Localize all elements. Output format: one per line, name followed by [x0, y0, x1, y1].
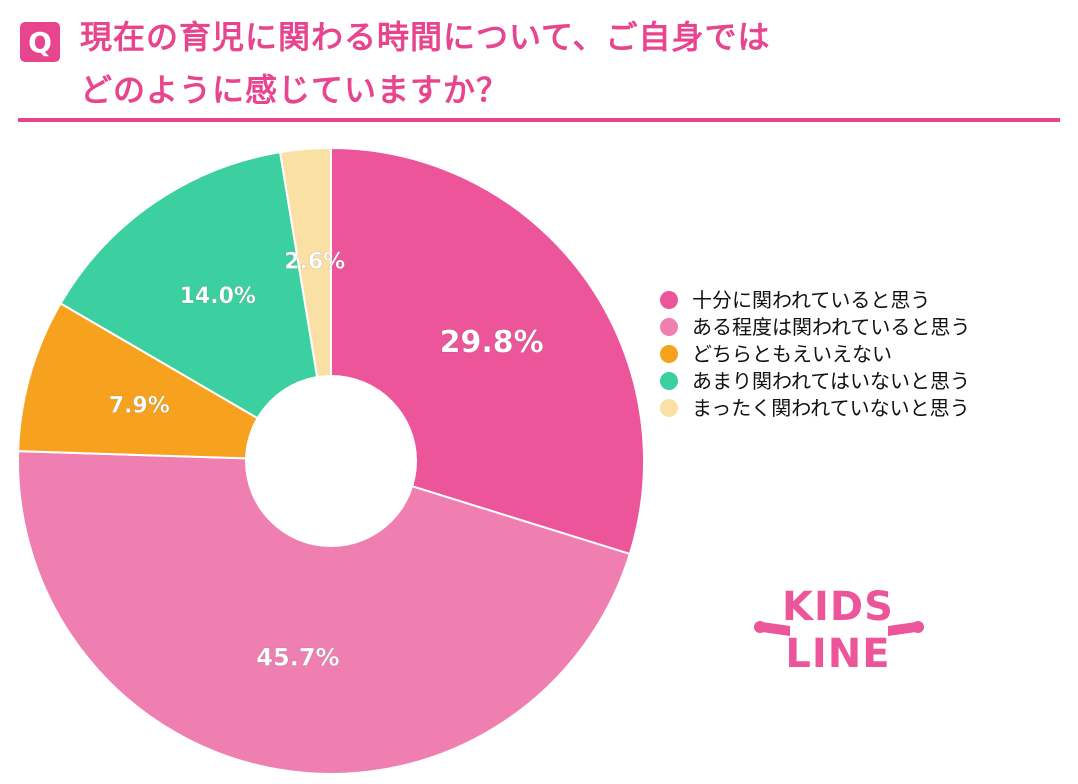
- legend-item-5: まったく関われていないと思う: [660, 394, 970, 421]
- page-title-line-2: どのように感じていますか？: [80, 71, 510, 109]
- legend-item-3: どちらともえいえない: [660, 340, 970, 367]
- logo-line-2: LINE: [785, 631, 890, 677]
- donut-hole: [245, 375, 417, 547]
- slice-label-2: 45.7%: [256, 644, 339, 672]
- legend-marker: [660, 398, 678, 417]
- legend-label: ある程度は関われていると思う: [692, 314, 971, 339]
- pie-slice-3: [17, 301, 332, 462]
- kids-line-logo: KIDS LINE: [754, 584, 924, 677]
- pie-slice-4: [59, 151, 333, 463]
- logo-left-hand: [754, 621, 766, 633]
- logo-right-hand: [912, 621, 924, 633]
- legend-marker: [660, 371, 678, 390]
- title-divider: [18, 118, 1060, 122]
- slice-label-4: 14.0%: [180, 284, 256, 309]
- slice-label-3: 7.9%: [109, 393, 170, 418]
- legend-item-2: ある程度は関われていると思う: [660, 313, 970, 340]
- legend-marker: [660, 344, 678, 363]
- slice-label-5: 2.6%: [284, 250, 345, 275]
- legend-marker: [660, 317, 678, 336]
- legend-label: まったく関われていないと思う: [692, 395, 970, 420]
- logo-right-arm: [888, 622, 916, 636]
- legend-label: あまり関われてはいないと思う: [692, 368, 970, 393]
- logo-left-arm: [762, 622, 790, 636]
- legend-item-1: 十分に関われていると思う: [660, 286, 970, 313]
- question-badge: Q: [20, 22, 60, 62]
- logo-line-1: KIDS: [782, 584, 894, 630]
- pie-slice-2: [17, 450, 632, 776]
- legend-marker: [660, 290, 678, 309]
- slice-label-1: 29.8%: [440, 325, 544, 360]
- slice-labels: 29.8% 45.7% 7.9% 14.0% 2.6%: [108, 249, 544, 672]
- legend-label: どちらともえいえない: [692, 341, 892, 366]
- legend-label: 十分に関われていると思う: [692, 287, 931, 312]
- page-title-line-1: 現在の育児に関わる時間について、ご自身では: [80, 18, 771, 56]
- chart-legend: 十分に関われていると思う ある程度は関われていると思う どちらともえいえない あまり関…: [660, 286, 970, 421]
- legend-item-4: あまり関われてはいないと思う: [660, 367, 970, 394]
